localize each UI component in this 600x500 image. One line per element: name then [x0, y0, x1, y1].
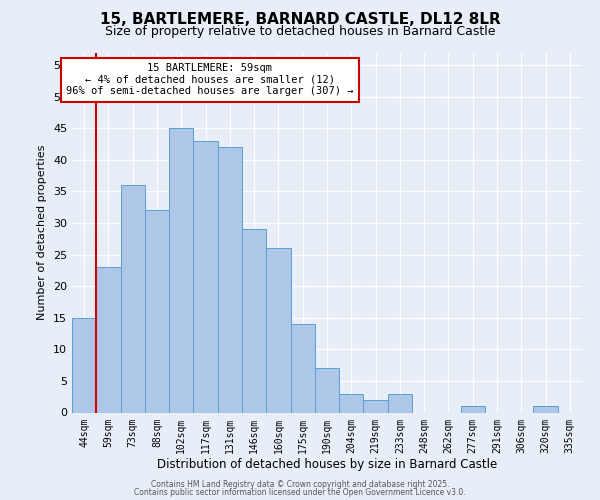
Bar	[266, 248, 290, 412]
Text: 15 BARTLEMERE: 59sqm
← 4% of detached houses are smaller (12)
96% of semi-detach: 15 BARTLEMERE: 59sqm ← 4% of detached ho…	[66, 64, 353, 96]
Y-axis label: Number of detached properties: Number of detached properties	[37, 145, 47, 320]
Text: Size of property relative to detached houses in Barnard Castle: Size of property relative to detached ho…	[105, 25, 495, 38]
Bar	[533, 406, 558, 412]
Bar	[169, 128, 193, 412]
Bar	[339, 394, 364, 412]
Bar	[388, 394, 412, 412]
Bar	[290, 324, 315, 412]
Bar	[193, 141, 218, 412]
Bar	[242, 230, 266, 412]
Text: Contains public sector information licensed under the Open Government Licence v3: Contains public sector information licen…	[134, 488, 466, 497]
Text: Contains HM Land Registry data © Crown copyright and database right 2025.: Contains HM Land Registry data © Crown c…	[151, 480, 449, 489]
Bar	[96, 267, 121, 412]
Bar	[72, 318, 96, 412]
Bar	[121, 185, 145, 412]
X-axis label: Distribution of detached houses by size in Barnard Castle: Distribution of detached houses by size …	[157, 458, 497, 471]
Bar	[461, 406, 485, 412]
Bar	[145, 210, 169, 412]
Bar	[218, 147, 242, 412]
Bar	[315, 368, 339, 412]
Bar	[364, 400, 388, 412]
Text: 15, BARTLEMERE, BARNARD CASTLE, DL12 8LR: 15, BARTLEMERE, BARNARD CASTLE, DL12 8LR	[100, 12, 500, 28]
